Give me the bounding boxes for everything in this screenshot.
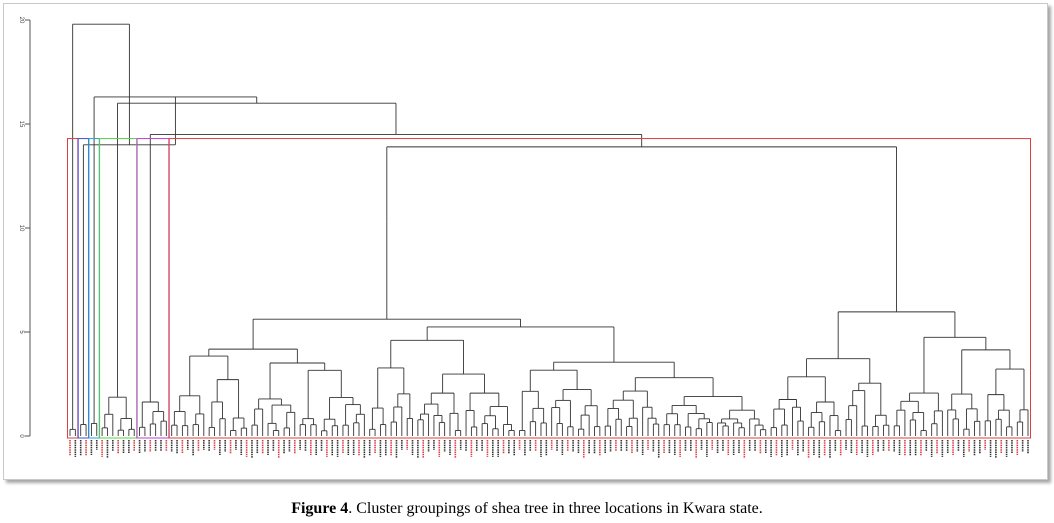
figure-caption: Figure 4. Cluster groupings of shea tree…: [0, 500, 1054, 518]
y-tick-label: 10: [18, 225, 24, 232]
caption-text: . Cluster groupings of shea tree in thre…: [348, 500, 763, 517]
cluster-box: [99, 138, 138, 439]
cluster-box: [136, 138, 170, 439]
figure-frame: [3, 3, 1048, 480]
cluster-box: [168, 138, 1032, 439]
y-tick-label: 0: [18, 434, 24, 438]
caption-label: Figure 4: [291, 500, 349, 517]
y-tick-label: 5: [18, 330, 24, 334]
dendrogram-chart: 0 5 10 15 20: [18, 17, 1032, 458]
y-tick-label: 20: [18, 17, 24, 24]
y-tick-label: 15: [18, 121, 24, 128]
